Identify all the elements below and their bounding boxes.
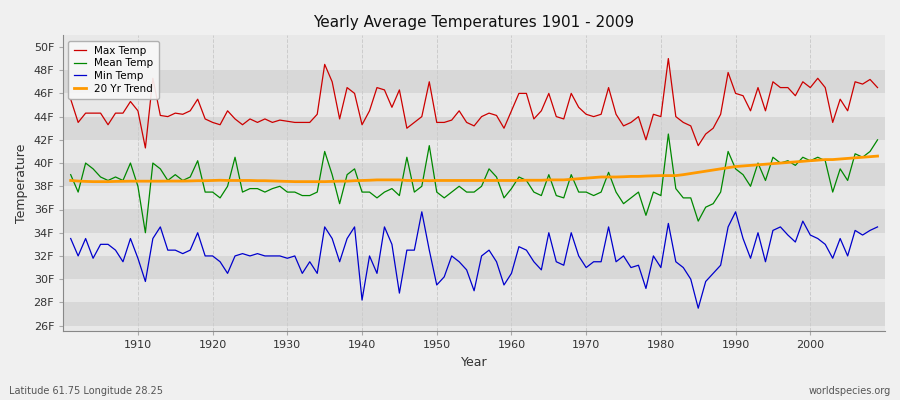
20 Yr Trend xyxy=(342,179,353,184)
Bar xyxy=(63,47,885,70)
Max Temp xyxy=(66,97,77,102)
Min Temp xyxy=(514,244,525,249)
Bar xyxy=(63,93,885,117)
Mean Temp xyxy=(297,193,308,198)
Bar xyxy=(63,70,885,93)
Line: Max Temp: Max Temp xyxy=(71,58,878,148)
Min Temp xyxy=(417,210,428,214)
Min Temp xyxy=(334,259,345,264)
Bar xyxy=(63,163,885,186)
20 Yr Trend xyxy=(506,178,517,183)
Min Temp xyxy=(693,306,704,310)
Max Temp xyxy=(125,99,136,104)
20 Yr Trend xyxy=(872,154,883,158)
20 Yr Trend xyxy=(66,178,77,183)
Min Temp xyxy=(66,236,77,241)
20 Yr Trend xyxy=(297,179,308,184)
Text: worldspecies.org: worldspecies.org xyxy=(809,386,891,396)
Mean Temp xyxy=(140,230,151,235)
Line: 20 Yr Trend: 20 Yr Trend xyxy=(71,156,878,182)
Mean Temp xyxy=(125,161,136,166)
20 Yr Trend xyxy=(514,178,525,183)
Min Temp xyxy=(506,271,517,276)
Title: Yearly Average Temperatures 1901 - 2009: Yearly Average Temperatures 1901 - 2009 xyxy=(313,15,634,30)
Max Temp xyxy=(506,108,517,113)
Max Temp xyxy=(603,85,614,90)
Max Temp xyxy=(872,85,883,90)
Line: Min Temp: Min Temp xyxy=(71,212,878,308)
Min Temp xyxy=(125,236,136,241)
Min Temp xyxy=(603,224,614,229)
X-axis label: Year: Year xyxy=(461,356,488,369)
Bar xyxy=(63,279,885,302)
Min Temp xyxy=(290,254,301,258)
Bar xyxy=(63,302,885,326)
Mean Temp xyxy=(506,186,517,191)
Bar xyxy=(63,233,885,256)
Max Temp xyxy=(663,56,674,61)
Text: Latitude 61.75 Longitude 28.25: Latitude 61.75 Longitude 28.25 xyxy=(9,386,163,396)
Line: Mean Temp: Mean Temp xyxy=(71,134,878,233)
Bar xyxy=(63,140,885,163)
Y-axis label: Temperature: Temperature xyxy=(15,144,28,223)
Max Temp xyxy=(514,91,525,96)
20 Yr Trend xyxy=(87,179,98,184)
Bar xyxy=(63,117,885,140)
Max Temp xyxy=(140,146,151,150)
Bar xyxy=(63,256,885,279)
Max Temp xyxy=(297,120,308,125)
Mean Temp xyxy=(342,172,353,177)
Mean Temp xyxy=(514,174,525,179)
20 Yr Trend xyxy=(132,179,143,184)
Bar xyxy=(63,210,885,233)
Legend: Max Temp, Mean Temp, Min Temp, 20 Yr Trend: Max Temp, Mean Temp, Min Temp, 20 Yr Tre… xyxy=(68,40,158,99)
Mean Temp xyxy=(603,170,614,175)
Min Temp xyxy=(872,224,883,229)
Mean Temp xyxy=(66,172,77,177)
Mean Temp xyxy=(872,138,883,142)
Mean Temp xyxy=(663,132,674,136)
Bar xyxy=(63,186,885,210)
20 Yr Trend xyxy=(603,174,614,179)
Max Temp xyxy=(342,85,353,90)
